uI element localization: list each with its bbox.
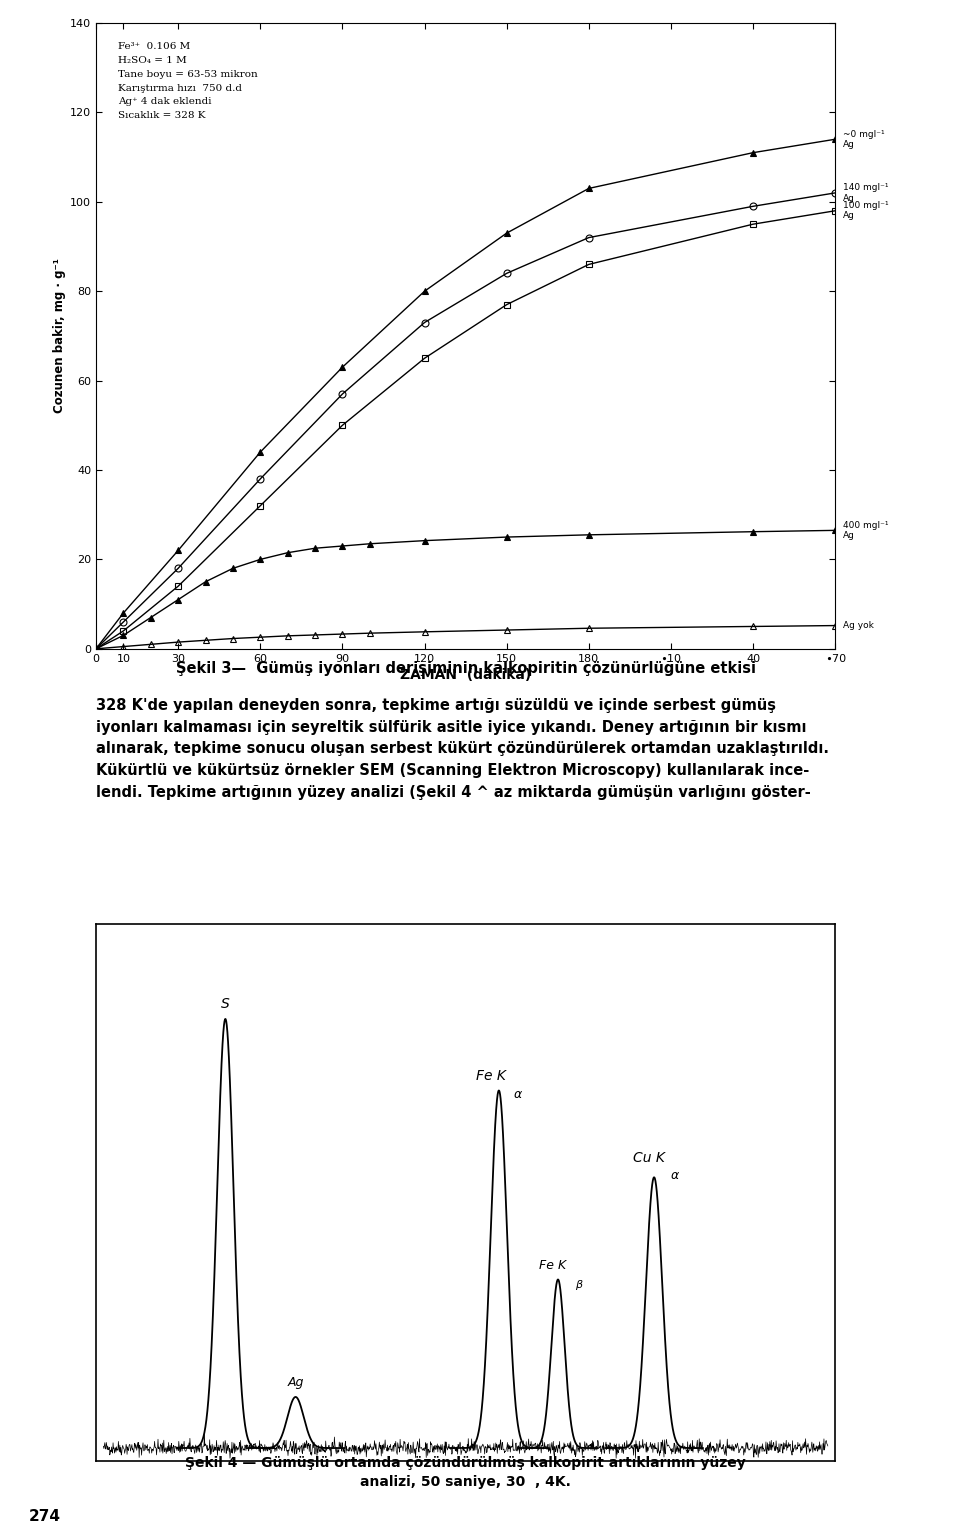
Text: Fe³⁺  0.106 M
H₂SO₄ = 1 M
Tane boyu = 63-53 mikron
Karıştırma hızı  750 d.d
Ag⁺ : Fe³⁺ 0.106 M H₂SO₄ = 1 M Tane boyu = 63-…: [118, 41, 258, 120]
Text: Şekil 4 — Gümüşlü ortamda çözündürülmüş kalkopirit artıklarının yüzey
analizi, 5: Şekil 4 — Gümüşlü ortamda çözündürülmüş …: [185, 1456, 746, 1488]
Text: Cu K: Cu K: [633, 1150, 665, 1164]
Text: 100 mgl⁻¹
Ag: 100 mgl⁻¹ Ag: [844, 201, 889, 221]
Text: Ag: Ag: [287, 1376, 303, 1389]
Text: ~0 mgl⁻¹
Ag: ~0 mgl⁻¹ Ag: [844, 129, 885, 149]
Text: 140 mgl⁻¹
Ag: 140 mgl⁻¹ Ag: [844, 183, 889, 203]
Text: Ag yok: Ag yok: [844, 621, 875, 630]
Text: β: β: [575, 1279, 582, 1290]
Y-axis label: Cozunen bakir, mg · g⁻¹: Cozunen bakir, mg · g⁻¹: [53, 258, 66, 413]
X-axis label: ZAMAN  (dakika): ZAMAN (dakika): [400, 668, 531, 682]
Text: 400 mgl⁻¹
Ag: 400 mgl⁻¹ Ag: [844, 521, 889, 541]
Text: Fe K: Fe K: [540, 1260, 566, 1272]
Text: α: α: [514, 1087, 522, 1101]
Text: 328 K'de yapılan deneyden sonra, tepkime artığı süzüldü ve içinde serbest gümüş
: 328 K'de yapılan deneyden sonra, tepkime…: [96, 699, 829, 800]
Text: α: α: [671, 1169, 680, 1183]
Text: S: S: [221, 997, 229, 1011]
Text: 274: 274: [29, 1508, 60, 1524]
Text: Şekil 3—  Gümüş iyonları derişiminin kalkopiritin çözünürlüğüne etkisi: Şekil 3— Gümüş iyonları derişiminin kalk…: [176, 662, 756, 676]
Text: Fe K: Fe K: [476, 1069, 507, 1083]
